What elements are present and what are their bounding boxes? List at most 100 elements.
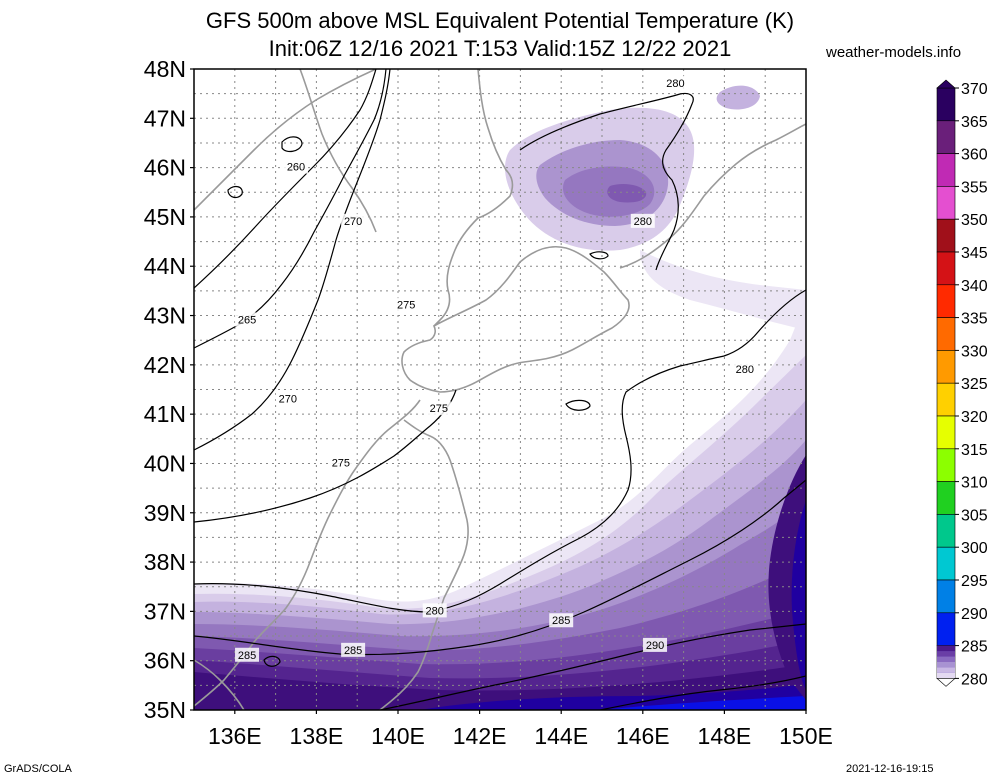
colorbar-segment: [936, 514, 956, 548]
colorbar-label: 285: [961, 639, 988, 656]
contour-label-bg: [284, 159, 308, 174]
lon-label: 142E: [453, 723, 507, 749]
contour-closed-4: [589, 251, 609, 260]
contour-label-bg: [643, 637, 668, 652]
lat-label: 44N: [144, 253, 186, 279]
field-band: [607, 184, 647, 203]
colorbar-segment: [936, 284, 956, 318]
contour-closed-5: [263, 655, 281, 667]
colorbar-segment: [936, 382, 956, 417]
contour-275: [194, 389, 457, 523]
coastlines: [194, 69, 806, 710]
lat-label: 36N: [144, 648, 186, 674]
colorbar-label: 370: [961, 81, 988, 98]
axis-ticks: [190, 68, 807, 714]
lat-label: 38N: [144, 549, 186, 575]
lon-label: 146E: [616, 723, 670, 749]
contour-label: 275: [332, 457, 350, 469]
contour-label: 280: [666, 78, 684, 90]
lat-label: 45N: [144, 204, 186, 230]
colorbar: [936, 79, 956, 687]
colorbar-label: 310: [961, 475, 988, 492]
lat-label: 39N: [144, 500, 186, 526]
contour-label-bg: [235, 312, 260, 327]
contour-290: [379, 623, 806, 710]
contour-label-bg: [732, 361, 757, 376]
lat-label: 35N: [144, 697, 186, 723]
colorbar-bottom-arrow: [936, 678, 956, 687]
colorbar-segment: [936, 415, 956, 450]
coastline-honshu-west: [194, 399, 421, 707]
plot-frame: [193, 68, 807, 711]
colorbar-label: 355: [961, 179, 988, 196]
lon-label: 138E: [290, 723, 344, 749]
colorbar-label: 315: [961, 442, 988, 459]
coastline-hokkaido: [401, 246, 630, 393]
contour-260: [194, 69, 377, 289]
field-band: [600, 696, 806, 710]
colorbar-label: 290: [961, 606, 988, 623]
contour-label: 290: [646, 640, 664, 652]
contour-label: 265: [238, 314, 256, 326]
colorbar-sub-segment: [937, 672, 955, 679]
colorbar-segment: [936, 186, 956, 220]
contour-closed-3: [565, 399, 591, 411]
colorbar-sub-segment: [937, 667, 955, 673]
lat-label: 37N: [144, 598, 186, 624]
contour-295: [599, 675, 806, 710]
colorbar-segment: [936, 579, 956, 614]
colorbar-sub-segment: [937, 662, 955, 668]
contour-280-main: [194, 289, 806, 613]
colorbar-label: 350: [961, 212, 988, 229]
lon-label: 136E: [208, 723, 262, 749]
site-label[interactable]: weather-models.info: [826, 44, 962, 61]
colorbar-sub-segment: [937, 645, 955, 652]
lat-label: 42N: [144, 352, 186, 378]
contour-label-bg: [422, 603, 447, 618]
contour-label-bg: [630, 213, 655, 228]
colorbar-segment: [936, 251, 956, 286]
colorbar-segment: [936, 218, 956, 253]
coastline-siberia: [194, 69, 377, 211]
colorbar-segment: [936, 612, 956, 646]
contour-label-bg: [341, 213, 366, 228]
contour-label: 285: [344, 645, 362, 657]
contour-value-labels: 260 265 270 270 275 275 275 280 280 280 280 285 285 2…: [235, 75, 757, 662]
chart-subtitle: Init:06Z 12/16 2021 T:153 Valid:15Z 12/2…: [268, 36, 732, 61]
coastline-honshu: [379, 419, 469, 710]
field-band: [716, 85, 760, 110]
contour-label: 280: [634, 216, 652, 228]
field-band: [640, 250, 806, 330]
coastline-siberia-2: [299, 69, 377, 233]
contour-285: [194, 479, 806, 656]
lat-label: 47N: [144, 105, 186, 131]
colorbar-label: 330: [961, 343, 988, 360]
lat-label: 46N: [144, 155, 186, 181]
contour-closed-2: [227, 185, 243, 199]
colorbar-segment: [936, 481, 956, 515]
colorbar-segment: [936, 448, 956, 482]
colorbar-segment: [936, 87, 956, 122]
colorbar-label: 325: [961, 376, 988, 393]
contour-label: 275: [397, 300, 415, 312]
contour-label: 270: [344, 216, 362, 228]
colorbar-segment: [936, 317, 956, 351]
contour-label-bg: [394, 297, 419, 312]
colorbar-segment: [936, 546, 956, 581]
lon-label: 140E: [371, 723, 425, 749]
lat-label: 40N: [144, 450, 186, 476]
colorbar-label: 360: [961, 147, 988, 164]
contour-label-bg: [663, 75, 688, 90]
colorbar-segment: [936, 120, 956, 154]
contour-label: 285: [238, 650, 256, 662]
contour-label: 280: [736, 364, 754, 376]
coastline-korea: [194, 659, 245, 710]
contour-label-bg: [328, 455, 353, 470]
contour-label: 285: [552, 615, 570, 627]
colorbar-labels: 370 365 360 355 350 345 340 335 330 325 320 315 310 3…: [955, 81, 988, 688]
longitude-labels: 136E 138E 140E 142E 144E 146E 148E 150E: [208, 723, 833, 749]
colorbar-label: 295: [961, 573, 988, 590]
colorbar-label: 335: [961, 311, 988, 328]
contour-label-bg: [235, 647, 260, 662]
colorbar-label: 365: [961, 114, 988, 131]
